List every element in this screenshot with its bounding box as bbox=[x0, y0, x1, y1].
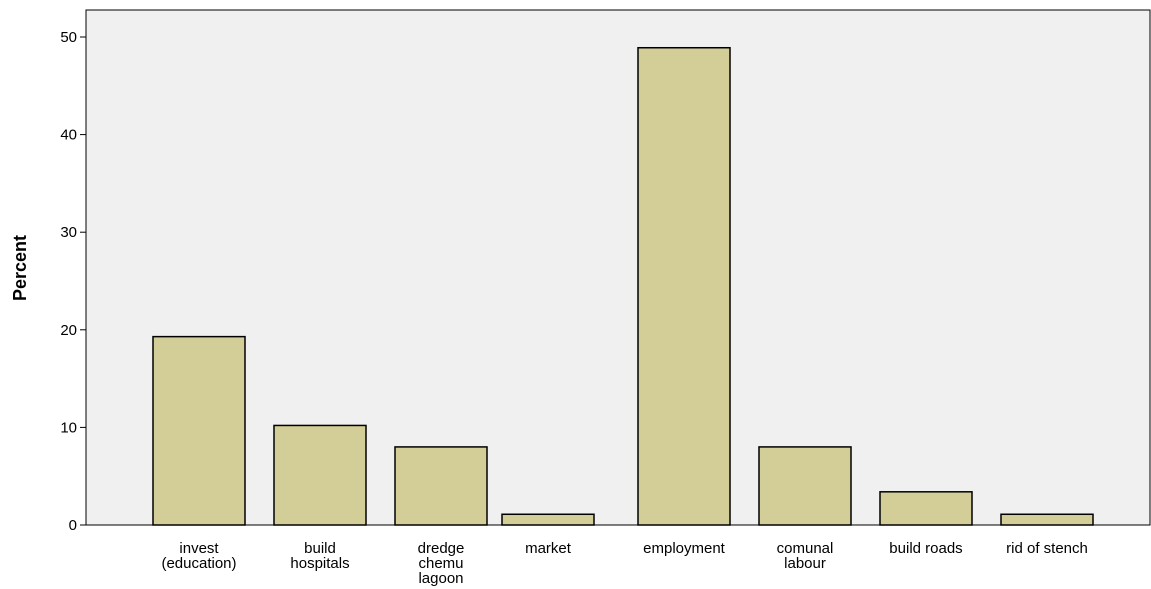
x-tick-label-line: build bbox=[304, 540, 336, 557]
x-tick-label: market bbox=[525, 540, 572, 557]
y-axis-title: Percent bbox=[10, 235, 30, 301]
x-tick-label: dredge chemu lagoon bbox=[418, 540, 465, 587]
x-tick-label-line: hospitals bbox=[290, 555, 349, 572]
x-tick-label-line: invest bbox=[179, 540, 219, 557]
y-tick-label: 30 bbox=[60, 224, 77, 241]
bar bbox=[879, 491, 973, 526]
x-tick-label-line: labour bbox=[784, 555, 826, 572]
x-tick-label: comunal labour bbox=[777, 540, 834, 572]
x-tick-label: rid of stench bbox=[1006, 540, 1088, 557]
bars-group bbox=[152, 46, 1094, 526]
y-axis: 0 10 20 30 40 50 bbox=[60, 29, 86, 534]
x-tick-label-line: lagoon bbox=[418, 570, 463, 587]
x-tick-label-line: rid of stench bbox=[1006, 540, 1088, 557]
x-tick-label: employment bbox=[643, 540, 726, 557]
y-tick-label: 50 bbox=[60, 29, 77, 46]
x-tick-label-line: dredge bbox=[418, 540, 465, 557]
y-tick-label: 40 bbox=[60, 127, 77, 144]
x-tick-label-line: build roads bbox=[889, 540, 962, 557]
plot-area bbox=[85, 9, 1151, 526]
bar bbox=[501, 513, 595, 526]
bar bbox=[273, 424, 367, 526]
x-tick-label: invest (education) bbox=[161, 540, 236, 572]
bar bbox=[152, 335, 246, 526]
y-tick-label: 0 bbox=[69, 517, 77, 534]
bar bbox=[394, 446, 488, 526]
bar bbox=[637, 46, 731, 526]
x-axis: invest (education) build hospitals dredge che… bbox=[161, 540, 1087, 587]
x-tick-label: build roads bbox=[889, 540, 962, 557]
x-tick-label-line: employment bbox=[643, 540, 726, 557]
x-tick-label-line: market bbox=[525, 540, 572, 557]
x-tick-label-line: (education) bbox=[161, 555, 236, 572]
y-tick-label: 10 bbox=[60, 419, 77, 436]
x-tick-label-line: comunal bbox=[777, 540, 834, 557]
bar bbox=[758, 446, 852, 526]
bar bbox=[1000, 513, 1094, 526]
x-tick-label: build hospitals bbox=[290, 540, 349, 572]
x-tick-label-line: chemu bbox=[418, 555, 463, 572]
y-tick-label: 20 bbox=[60, 322, 77, 339]
